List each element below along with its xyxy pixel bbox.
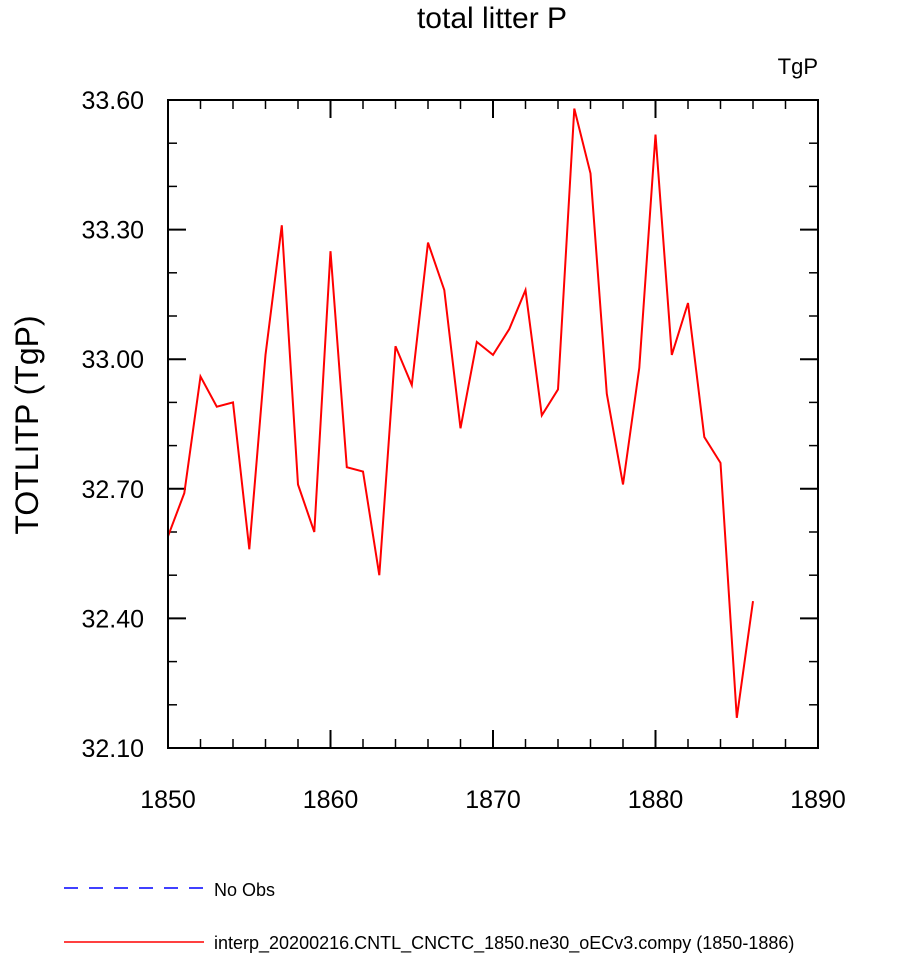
series-line	[167, 108, 754, 718]
legend-label-no-obs: No Obs	[214, 880, 275, 900]
y-tick-label: 33.30	[81, 217, 144, 245]
y-axis-label: TOTLITP (TgP)	[9, 315, 45, 534]
x-tick-label: 1870	[465, 786, 521, 814]
axis-ticks	[167, 99, 819, 749]
y-tick-label: 33.60	[81, 87, 144, 115]
y-tick-label: 32.70	[81, 476, 144, 504]
chart-title: total litter P	[417, 2, 567, 35]
x-tick-label: 1850	[140, 786, 196, 814]
x-tick-labels: 1850 1860 1870 1880 1890	[140, 786, 846, 814]
y-tick-label: 32.10	[81, 735, 144, 763]
plot-frame	[167, 99, 819, 749]
y-tick-labels: 32.10 32.40 32.70 33.00 33.30 33.60	[81, 87, 144, 763]
x-tick-label: 1880	[628, 786, 684, 814]
x-tick-label: 1860	[303, 786, 359, 814]
series-layer	[167, 108, 754, 718]
legend: No Obs interp_20200216.CNTL_CNCTC_1850.n…	[64, 880, 794, 954]
y-tick-label: 32.40	[81, 605, 144, 633]
units-label: TgP	[778, 54, 818, 79]
legend-label-model: interp_20200216.CNTL_CNCTC_1850.ne30_oEC…	[214, 933, 794, 954]
x-tick-label: 1890	[790, 786, 846, 814]
y-tick-label: 33.00	[81, 346, 144, 374]
